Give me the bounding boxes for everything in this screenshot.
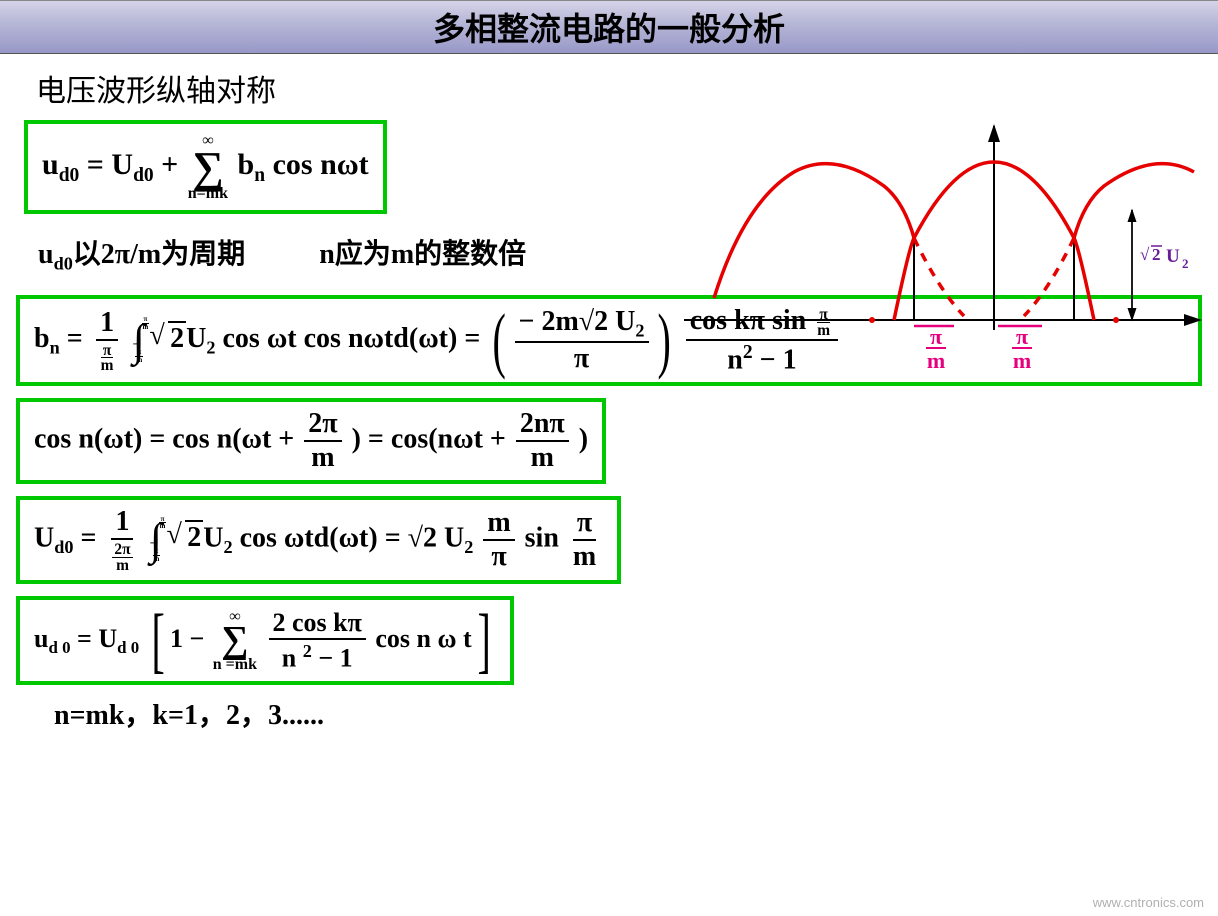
svg-text:2: 2 (1182, 256, 1189, 271)
svg-text:π: π (930, 324, 942, 349)
n-condition: n=mk，k=1，2，3...... (8, 691, 1210, 733)
subtitle: 电压波形纵轴对称 (8, 64, 1210, 114)
svg-text:π: π (1016, 324, 1028, 349)
formula-ud0: Ud0 = 1 2πm πm ∫ −πm 2U2 cos ωtd(ωt) = √… (16, 496, 621, 584)
formula-fourier-series: ud0 = Ud0 + ∞ ∑ n=mk bn cos nωt (24, 120, 387, 214)
formula-ud0-expanded: ud 0 = Ud 0 [ 1 − ∞ ∑ n =mk 2 cos kπ n 2… (16, 596, 514, 686)
svg-text:m: m (1013, 348, 1031, 373)
page-title: 多相整流电路的一般分析 (0, 0, 1218, 54)
waveform-diagram: π m π m √ 2 U 2 (684, 120, 1204, 380)
formula-cos-period: cos n(ωt) = cos n(ωt + 2πm ) = cos(nωt +… (16, 398, 606, 484)
svg-text:√: √ (1140, 245, 1150, 264)
svg-text:U: U (1166, 246, 1180, 267)
watermark: www.cntronics.com (1093, 895, 1204, 910)
svg-text:m: m (927, 348, 945, 373)
svg-text:2: 2 (1152, 245, 1161, 264)
slide-content: 电压波形纵轴对称 ud0 = Ud0 + ∞ ∑ n=mk bn cos nωt… (0, 54, 1218, 743)
